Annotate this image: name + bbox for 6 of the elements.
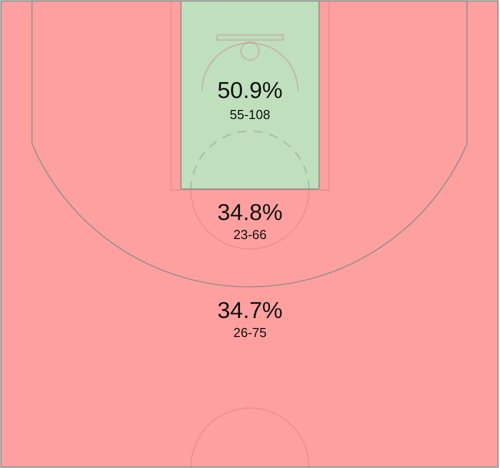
data-label: 50.9% xyxy=(217,77,283,103)
data-label: 34.8% xyxy=(217,199,283,225)
text: 23-66 xyxy=(233,227,267,242)
text: 55-108 xyxy=(230,107,270,122)
data-label: 34.7% xyxy=(217,297,283,323)
text: 26-75 xyxy=(233,325,267,340)
